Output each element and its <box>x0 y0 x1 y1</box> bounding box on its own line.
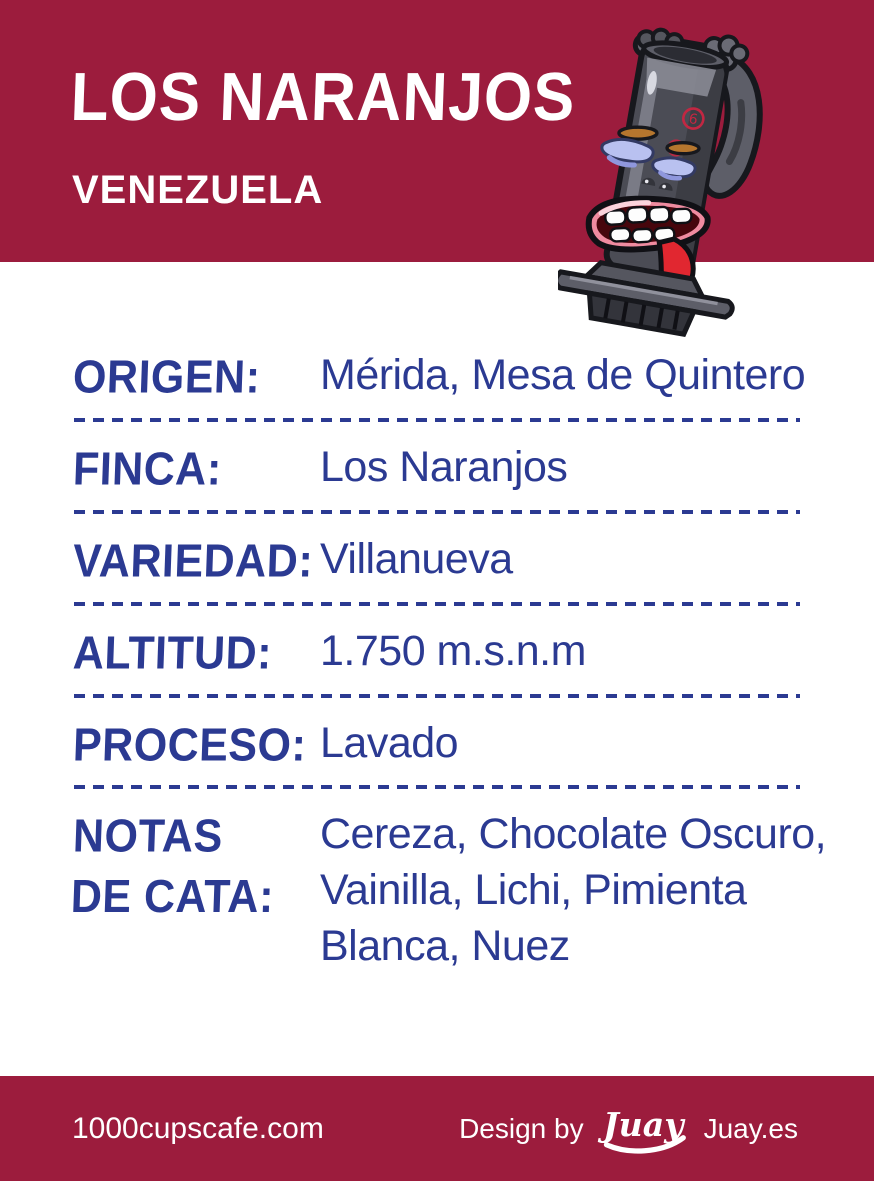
row-value: Los Naranjos <box>320 442 568 491</box>
row-value: Mérida, Mesa de Quintero <box>320 351 806 399</box>
dashed-separator <box>74 509 800 514</box>
aeropress-mascot-illustration: 9 <box>558 27 763 337</box>
design-by-text: Design by <box>459 1112 584 1144</box>
country-subtitle: VENEZUELA <box>72 168 324 212</box>
juay-logo: Juay <box>597 1104 686 1154</box>
designer-site-text: Juay.es <box>703 1112 798 1144</box>
row-label: NOTAS DE CATA: <box>69 810 275 923</box>
detail-row-finca: FINCA: Los Naranjos <box>72 422 874 510</box>
website-text: 1000cupscafe.com <box>72 1111 324 1145</box>
detail-row-proceso: PROCESO: Lavado <box>72 698 874 786</box>
row-label: ORIGEN: <box>72 351 262 404</box>
row-value: Lavado <box>320 718 459 767</box>
detail-row-notas-de-cata: NOTAS DE CATA: Cereza, Chocolate Oscuro,… <box>70 789 874 989</box>
coffee-details: ORIGEN: Mérida, Mesa de Quintero FINCA: … <box>0 262 874 989</box>
row-value: 1.750 m.s.n.m <box>320 626 586 675</box>
detail-row-variedad: VARIEDAD: Villanueva <box>72 514 874 602</box>
juay-logo-swash <box>603 1134 686 1154</box>
svg-text:9: 9 <box>688 109 700 126</box>
dashed-separator <box>74 785 800 790</box>
juay-logo-text: Juay <box>597 1104 686 1143</box>
row-label: VARIEDAD: <box>72 535 315 587</box>
dashed-separator <box>74 417 800 422</box>
detail-row-origen: ORIGEN: Mérida, Mesa de Quintero <box>72 330 874 418</box>
row-label: ALTITUD: <box>72 626 273 679</box>
row-label: FINCA: <box>72 443 223 495</box>
dashed-separator <box>74 693 800 698</box>
row-value: Villanueva <box>320 534 513 583</box>
row-value: Cereza, Chocolate Oscuro, Vainilla, Lich… <box>320 810 827 971</box>
design-credit: Design by Juay Juay.es <box>459 1100 798 1158</box>
row-label: PROCESO: <box>72 718 308 771</box>
dashed-separator <box>74 601 800 606</box>
detail-row-altitud: ALTITUD: 1.750 m.s.n.m <box>72 606 874 694</box>
footer-banner: 1000cupscafe.com Design by Juay Juay.es <box>0 1076 874 1181</box>
